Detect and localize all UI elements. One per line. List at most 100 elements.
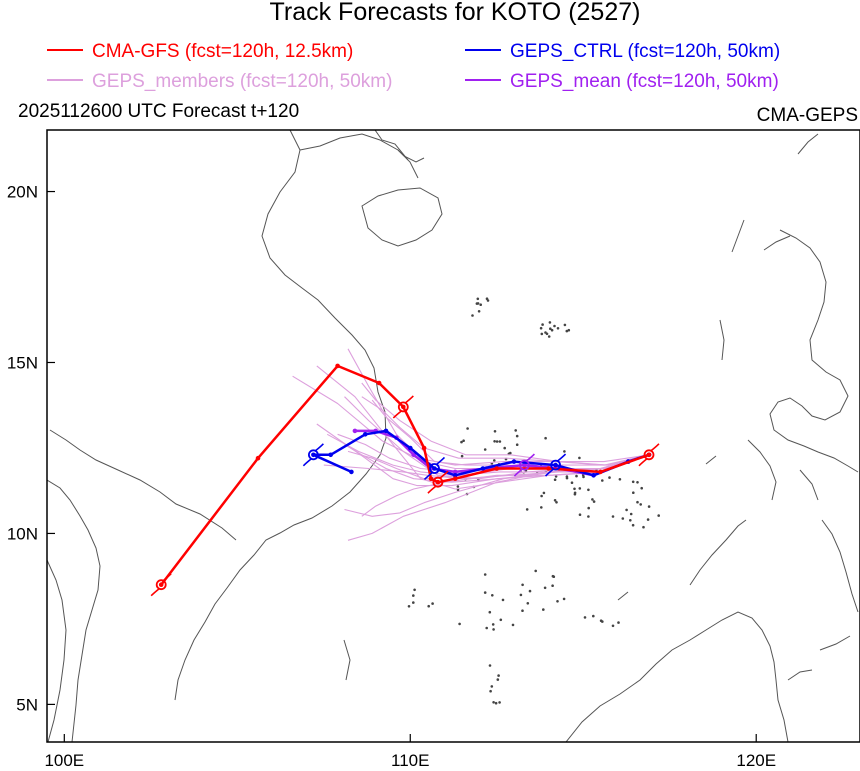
island-dot	[514, 429, 517, 432]
island-dot	[539, 326, 543, 330]
island-dot	[477, 310, 481, 313]
island-dot	[611, 515, 615, 518]
island-dot	[592, 614, 595, 618]
island-dot	[427, 604, 431, 608]
geps-member-track	[347, 348, 650, 470]
geps-ctrl-track-point	[480, 466, 486, 471]
island-dot	[565, 329, 569, 333]
island-dot	[601, 479, 604, 482]
island-dot	[547, 335, 551, 338]
geps-ctrl-track-point	[408, 445, 413, 451]
model-label: CMA-GEPS	[757, 105, 858, 126]
island-dot	[631, 523, 635, 527]
island-dot	[492, 701, 495, 704]
cyclone-symbol-tail	[544, 453, 567, 477]
geps-member-track	[347, 450, 650, 480]
legend-label-cma-gfs: CMA-GFS (fcst=120h, 12.5km)	[92, 41, 353, 62]
cma-gfs-track-point	[598, 469, 603, 475]
island-dot	[413, 588, 416, 592]
geps-ctrl-track-point	[328, 452, 334, 458]
island-dot	[491, 623, 495, 626]
island-dot	[412, 601, 415, 604]
geps-ctrl-track-point	[383, 428, 389, 434]
island-dot	[554, 475, 558, 478]
island-dot	[521, 583, 524, 587]
island-dot	[570, 481, 574, 485]
island-dot	[587, 488, 590, 492]
island-dot	[578, 487, 582, 490]
island-dot	[553, 324, 556, 328]
island-dot	[591, 498, 594, 501]
island-dot	[460, 440, 463, 444]
island-dot	[493, 440, 496, 443]
geps-ctrl-track-point	[311, 452, 316, 458]
island-dot	[545, 332, 549, 336]
cyclone-symbol-tail	[427, 470, 449, 494]
island-dot	[431, 602, 434, 605]
island-dot	[412, 594, 415, 597]
cma-gfs-track-point	[421, 445, 427, 451]
island-dot	[511, 623, 515, 627]
island-dot	[497, 674, 500, 677]
island-dot	[632, 491, 635, 495]
cma-gfs-track-point	[546, 466, 551, 471]
lat-tick-label: 15N	[7, 353, 38, 372]
island-dot	[528, 589, 532, 593]
island-dot	[636, 481, 639, 484]
plot-area	[47, 130, 859, 742]
island-dot	[525, 508, 529, 511]
cma-gfs-track-point	[376, 380, 382, 386]
island-dot	[490, 685, 494, 688]
island-dot	[489, 689, 492, 693]
geps-ctrl-track-point	[452, 473, 458, 478]
island-dot	[496, 678, 500, 681]
island-dot	[646, 518, 650, 521]
cyclone-symbol-tail	[150, 573, 172, 597]
island-dot	[553, 478, 557, 482]
island-dot	[573, 491, 577, 495]
island-dot	[460, 454, 464, 458]
island-dot	[515, 434, 519, 438]
island-dot	[499, 618, 503, 622]
island-dot	[471, 314, 474, 317]
island-dot	[540, 494, 543, 498]
island-dot	[608, 476, 611, 479]
island-dot	[495, 440, 499, 443]
island-dot	[541, 323, 544, 326]
island-dot	[578, 456, 581, 460]
island-dot	[657, 514, 660, 517]
island-dot	[562, 597, 566, 601]
geps-mean-track-point	[522, 462, 527, 468]
cyclone-symbol-tail	[423, 456, 446, 481]
island-dot	[575, 474, 578, 478]
island-dots	[407, 297, 660, 705]
geps-member-track	[361, 396, 650, 463]
track-layer	[150, 348, 660, 597]
lat-tick-label: 5N	[16, 695, 38, 714]
geps-ctrl-track-point	[591, 473, 596, 478]
legend-label-geps-ctrl: GEPS_CTRL (fcst=120h, 50km)	[510, 41, 780, 62]
island-dot	[587, 506, 590, 510]
island-dot	[587, 515, 590, 518]
island-dot	[479, 303, 483, 307]
island-dot	[483, 573, 487, 576]
cma-gfs-track-point	[435, 479, 441, 485]
cyclone-symbol	[155, 579, 167, 591]
island-dot	[485, 297, 489, 301]
island-dot	[509, 451, 512, 455]
island-dot	[556, 600, 559, 603]
island-dot	[550, 328, 554, 332]
legend-label-geps-members: GEPS_members (fcst=120h, 50km)	[92, 71, 392, 92]
island-dot	[578, 513, 582, 516]
cyclone-symbol-tail	[638, 443, 660, 467]
island-dot	[483, 591, 487, 594]
geps-ctrl-track-point	[553, 462, 558, 468]
island-dot	[551, 584, 554, 587]
island-dot	[647, 505, 651, 508]
map-title: Track Forecasts for KOTO (2527)	[270, 0, 641, 26]
island-dot	[493, 459, 496, 462]
cma-gfs-track-point	[494, 466, 500, 471]
cma-gfs-track-point	[158, 582, 164, 587]
island-dot	[542, 491, 546, 495]
island-dot	[521, 609, 524, 612]
